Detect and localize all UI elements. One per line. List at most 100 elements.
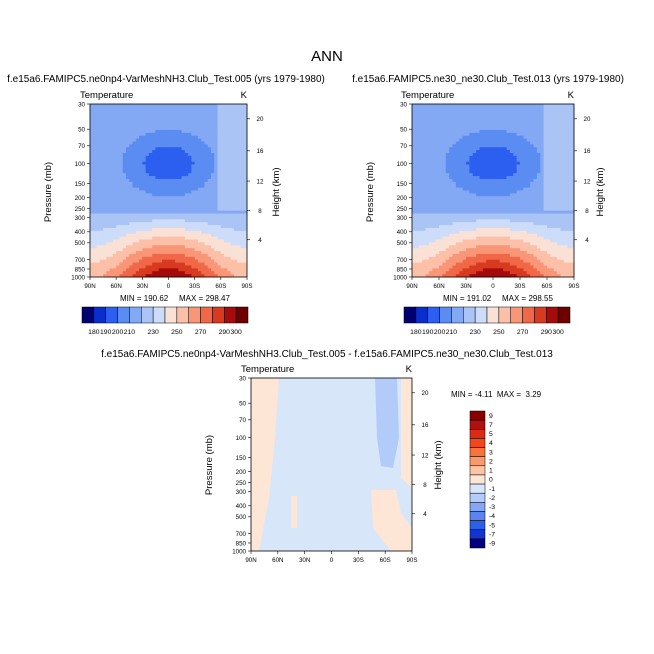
contour-cell — [142, 187, 146, 191]
contour-cell — [428, 150, 433, 154]
contour-cell — [224, 147, 228, 151]
contour-cell — [99, 132, 104, 137]
contour-cell — [165, 112, 169, 116]
contour-cell — [489, 176, 494, 180]
contour-cell — [435, 118, 440, 122]
contour-cell — [93, 158, 97, 163]
contour-cell — [486, 153, 491, 157]
contour-cell — [201, 256, 205, 261]
contour-cell — [90, 118, 94, 122]
contour-cell — [158, 193, 163, 197]
contour-cell — [171, 245, 176, 249]
contour-cell — [122, 153, 127, 157]
contour-cell — [243, 190, 248, 194]
contour-cell — [125, 251, 130, 255]
contour-cell — [161, 236, 166, 240]
contour-cell — [493, 213, 497, 217]
contour-cell — [520, 207, 524, 212]
contour-cell — [570, 129, 575, 134]
contour-cell — [506, 158, 511, 163]
contour-cell — [204, 161, 209, 165]
contour-cell — [233, 112, 238, 116]
contour-cell — [116, 259, 120, 263]
contour-cell — [207, 187, 212, 191]
contour-cell — [188, 170, 192, 174]
contour-cell — [207, 155, 212, 160]
contour-cell — [560, 112, 565, 116]
contour-cell — [243, 127, 248, 131]
contour-cell — [455, 196, 460, 200]
contour-cell — [204, 253, 209, 258]
contour-cell — [415, 193, 420, 197]
contour-cell — [547, 184, 551, 189]
contour-cell — [230, 225, 235, 229]
contour-cell — [161, 216, 166, 220]
contour-cell — [214, 178, 218, 183]
contour-cell — [506, 129, 511, 134]
contour-cell — [442, 173, 447, 177]
contour-cell — [513, 199, 518, 203]
contour-cell — [540, 115, 545, 119]
contour-cell — [237, 181, 241, 186]
contour-cell — [201, 178, 205, 183]
contour-cell — [570, 121, 575, 125]
contour-cell — [194, 216, 199, 220]
contour-cell — [557, 167, 561, 171]
contour-cell — [178, 207, 182, 212]
contour-cell — [148, 245, 153, 249]
contour-cell — [530, 199, 534, 203]
contour-cell — [479, 199, 484, 203]
contour-cell — [181, 248, 186, 252]
contour-cell — [96, 248, 101, 252]
contour-cell — [161, 245, 166, 249]
contour-cell — [435, 124, 440, 128]
contour-cell — [217, 230, 222, 235]
contour-cell — [188, 239, 192, 243]
contour-cell — [119, 262, 124, 266]
contour-cell — [184, 268, 189, 272]
contour-cell — [109, 199, 114, 203]
contour-cell — [472, 144, 477, 148]
contour-cell — [106, 132, 111, 137]
contour-cell — [152, 233, 156, 238]
contour-cell — [148, 251, 153, 255]
contour-cell — [523, 104, 528, 108]
contour-cell — [466, 202, 470, 206]
contour-cell — [243, 135, 248, 139]
contour-cell — [112, 239, 117, 243]
contour-cell — [428, 225, 433, 229]
contour-cell — [489, 106, 494, 111]
contour-cell — [148, 262, 153, 266]
contour-cell — [152, 164, 156, 168]
contour-cell — [99, 121, 104, 125]
contour-cell — [214, 259, 218, 263]
contour-cell — [509, 115, 514, 119]
contour-cell — [211, 141, 215, 145]
contour-cell — [184, 248, 189, 252]
contour-cell — [557, 190, 561, 194]
contour-cell — [217, 262, 222, 266]
contour-cell — [237, 129, 241, 134]
contour-cell — [526, 153, 531, 157]
contour-cell — [415, 222, 420, 226]
contour-cell — [220, 155, 225, 160]
contour-cell — [526, 216, 531, 220]
contour-cell — [181, 239, 186, 243]
contour-cell — [466, 213, 470, 217]
contour-cell — [530, 141, 534, 145]
contour-cell — [530, 216, 534, 220]
contour-cell — [90, 274, 94, 278]
contour-cell — [90, 265, 94, 269]
contour-cell — [553, 193, 558, 197]
contour-cell — [567, 161, 572, 165]
contour-cell — [486, 202, 491, 206]
contour-cell — [540, 193, 545, 197]
contour-cell — [168, 251, 173, 255]
contour-cell — [526, 178, 531, 183]
contour-cell — [168, 127, 173, 131]
contour-cell — [493, 141, 497, 145]
contour-cell — [106, 259, 111, 263]
contour-cell — [178, 193, 182, 197]
contour-cell — [243, 187, 248, 191]
contour-cell — [570, 161, 575, 165]
